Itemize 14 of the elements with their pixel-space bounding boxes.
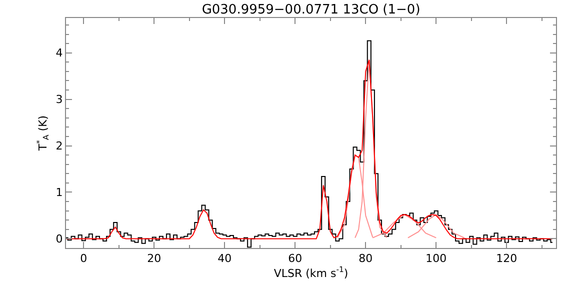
- x-tick-label: 120: [496, 252, 518, 266]
- x-tick-label: 0: [80, 252, 88, 266]
- y-tick-label: 3: [56, 93, 63, 106]
- x-tick-label: 60: [288, 252, 302, 266]
- x-tick-label: 100: [426, 252, 447, 266]
- y-tick-label: 0: [56, 232, 63, 246]
- x-tick-label: 20: [147, 252, 162, 266]
- x-tick-label: 80: [358, 252, 373, 266]
- y-tick-label: 4: [56, 46, 63, 60]
- y-tick-label: 2: [56, 140, 63, 153]
- x-tick-label: 40: [218, 252, 232, 266]
- y-tick-label: 1: [56, 186, 63, 200]
- x-axis-title: VLSR (km s$^{-1}$): [274, 265, 348, 280]
- chart-title: G030.9959−00.0771 13CO (1−0): [202, 2, 420, 18]
